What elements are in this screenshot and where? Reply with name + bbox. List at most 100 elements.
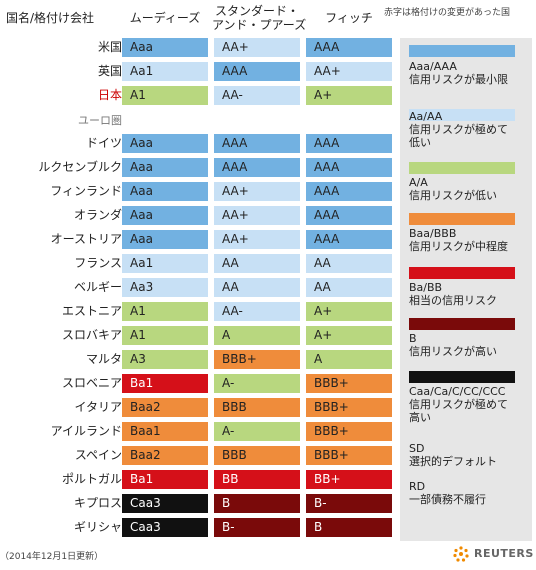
- rating-cell: Baa2: [122, 398, 208, 417]
- rating-cell: AA-: [214, 86, 300, 105]
- rating-cell: Aa1: [122, 254, 208, 273]
- reuters-brand: REUTERS: [474, 547, 534, 560]
- legend-label: Aaa/AAA: [409, 60, 457, 73]
- legend-label: 相当の信用リスク: [409, 294, 497, 307]
- header-note: 赤字は格付けの変更があった国: [384, 8, 511, 18]
- rating-cell: A-: [214, 422, 300, 441]
- rating-cell: Aaa: [122, 230, 208, 249]
- rating-cell: Caa3: [122, 494, 208, 513]
- rating-cell: A+: [306, 302, 392, 321]
- country-label: ドイツ: [85, 136, 122, 150]
- legend-label: 信用リスクが最小限: [409, 73, 508, 86]
- rating-cell: AA+: [214, 230, 300, 249]
- country-label: ギリシャ: [73, 520, 122, 534]
- country-label: 米国: [97, 40, 122, 54]
- rating-cell: B: [306, 518, 392, 537]
- country-label: ベルギー: [73, 280, 122, 294]
- header-moodys: ムーディーズ: [129, 11, 201, 25]
- rating-cell: AAA: [306, 38, 392, 57]
- country-label: スロバキア: [61, 328, 122, 342]
- rating-cell: BB: [214, 470, 300, 489]
- header-country: 国名/格付け会社: [6, 11, 95, 25]
- section-label-eurozone: ユーロ圏: [78, 114, 122, 127]
- rating-cell: A: [306, 350, 392, 369]
- rating-cell: A+: [306, 86, 392, 105]
- rating-cell: Caa3: [122, 518, 208, 537]
- rating-cell: A1: [122, 326, 208, 345]
- country-label: オーストリア: [50, 232, 122, 246]
- rating-cell: Ba1: [122, 470, 208, 489]
- legend-label: 一部債務不履行: [409, 493, 486, 506]
- rating-cell: AAA: [214, 158, 300, 177]
- legend-swatch: [409, 45, 515, 57]
- rating-cell: Aaa: [122, 38, 208, 57]
- legend-label: RD: [409, 480, 426, 493]
- country-label: スペイン: [74, 448, 122, 462]
- country-label: ルクセンブルク: [38, 160, 122, 174]
- rating-cell: Baa2: [122, 446, 208, 465]
- rating-cell: AA: [214, 254, 300, 273]
- country-label: ポルトガル: [61, 472, 122, 486]
- rating-cell: AA: [306, 278, 392, 297]
- rating-cell: A: [214, 326, 300, 345]
- reuters-dots-icon: [453, 546, 469, 562]
- country-label: オランダ: [73, 208, 122, 222]
- rating-cell: AAA: [214, 134, 300, 153]
- legend-label: 信用リスクが極めて: [409, 123, 508, 136]
- rating-cell: A+: [306, 326, 392, 345]
- rating-cell: AAA: [306, 158, 392, 177]
- update-date: （2014年12月1日更新）: [0, 552, 104, 562]
- rating-cell: A1: [122, 86, 208, 105]
- country-label: イタリア: [74, 400, 122, 414]
- country-label: 英国: [97, 64, 122, 78]
- country-label: 日本: [97, 88, 122, 102]
- legend-swatch: [409, 109, 515, 121]
- legend-label: Aa/AA: [409, 110, 443, 123]
- rating-cell: BBB+: [306, 374, 392, 393]
- rating-cell: AAA: [306, 134, 392, 153]
- legend-swatch: [409, 213, 515, 225]
- legend-label: Caa/Ca/C/CC/CCC: [409, 385, 506, 398]
- rating-cell: Ba1: [122, 374, 208, 393]
- rating-cell: AA+: [214, 182, 300, 201]
- legend-label: 選択的デフォルト: [409, 455, 497, 468]
- rating-cell: AA+: [214, 38, 300, 57]
- rating-cell: AAA: [306, 206, 392, 225]
- rating-cell: A3: [122, 350, 208, 369]
- rating-cell: BBB+: [306, 446, 392, 465]
- rating-cell: AAA: [306, 182, 392, 201]
- rating-cell: BBB+: [214, 350, 300, 369]
- legend-label: Ba/BB: [409, 281, 443, 294]
- rating-cell: AA+: [214, 206, 300, 225]
- country-label: キプロス: [73, 496, 122, 510]
- country-label: フランス: [74, 256, 122, 270]
- legend-label: B: [409, 332, 417, 345]
- rating-cell: B-: [214, 518, 300, 537]
- country-label: フィンランド: [50, 184, 122, 198]
- country-label: マルタ: [85, 352, 122, 366]
- rating-cell: AA: [306, 254, 392, 273]
- header-sp-line1: スタンダード・: [214, 4, 299, 18]
- rating-cell: Aaa: [122, 182, 208, 201]
- rating-cell: AAA: [214, 62, 300, 81]
- rating-cell: Aa1: [122, 62, 208, 81]
- country-label: スロベニア: [61, 376, 122, 390]
- rating-cell: BBB+: [306, 422, 392, 441]
- header-fitch: フィッチ: [325, 11, 373, 25]
- rating-cell: AAA: [306, 230, 392, 249]
- rating-cell: B-: [306, 494, 392, 513]
- header-sp-line2: アンド・プアーズ: [212, 18, 307, 32]
- legend-swatch: [409, 318, 515, 330]
- legend-label: 低い: [409, 136, 431, 149]
- legend-swatch: [409, 162, 515, 174]
- rating-cell: Aaa: [122, 134, 208, 153]
- legend-label: 信用リスクが高い: [409, 345, 497, 358]
- legend-label: 高い: [409, 411, 431, 424]
- rating-cell: AA: [214, 278, 300, 297]
- legend-swatch: [409, 267, 515, 279]
- rating-cell: B: [214, 494, 300, 513]
- rating-cell: AA+: [306, 62, 392, 81]
- legend-label: Baa/BBB: [409, 227, 457, 240]
- rating-cell: BBB: [214, 446, 300, 465]
- rating-cell: Baa1: [122, 422, 208, 441]
